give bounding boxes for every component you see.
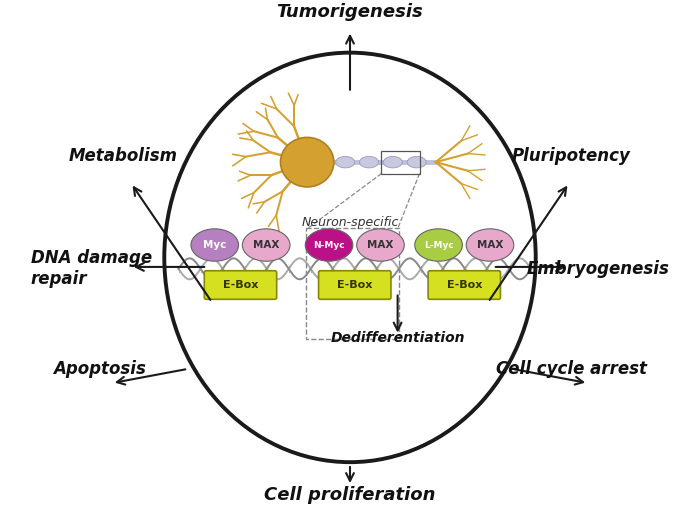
Bar (382, 151, 419, 173)
Ellipse shape (384, 157, 402, 168)
Text: E-Box: E-Box (337, 280, 372, 290)
Ellipse shape (360, 157, 379, 168)
FancyBboxPatch shape (318, 271, 391, 299)
Text: N-Myc: N-Myc (313, 240, 345, 249)
Text: L-Myc: L-Myc (424, 240, 454, 249)
Ellipse shape (415, 229, 463, 261)
Ellipse shape (336, 157, 355, 168)
Text: Apoptosis: Apoptosis (53, 360, 146, 378)
Text: Myc: Myc (203, 240, 227, 250)
Ellipse shape (357, 229, 405, 261)
Text: Neuron-specific: Neuron-specific (301, 216, 399, 229)
Text: MAX: MAX (253, 240, 279, 250)
Ellipse shape (466, 229, 514, 261)
Ellipse shape (164, 53, 536, 462)
Text: Dedifferentiation: Dedifferentiation (330, 331, 465, 345)
Text: Cell proliferation: Cell proliferation (265, 486, 435, 504)
Ellipse shape (191, 229, 239, 261)
Ellipse shape (281, 137, 334, 187)
FancyBboxPatch shape (204, 271, 276, 299)
Text: E-Box: E-Box (223, 280, 258, 290)
FancyBboxPatch shape (428, 271, 500, 299)
Ellipse shape (407, 157, 426, 168)
Text: Pluripotency: Pluripotency (512, 148, 631, 165)
Text: E-Box: E-Box (447, 280, 482, 290)
Text: MAX: MAX (477, 240, 503, 250)
Text: MAX: MAX (368, 240, 393, 250)
Ellipse shape (305, 229, 353, 261)
Text: Tumorigenesis: Tumorigenesis (276, 3, 424, 21)
Text: Cell cycle arrest: Cell cycle arrest (496, 360, 647, 378)
Ellipse shape (242, 229, 290, 261)
Text: DNA damage
repair: DNA damage repair (31, 249, 152, 288)
Text: Metabolism: Metabolism (69, 148, 178, 165)
Text: Embryogenesis: Embryogenesis (526, 260, 669, 278)
